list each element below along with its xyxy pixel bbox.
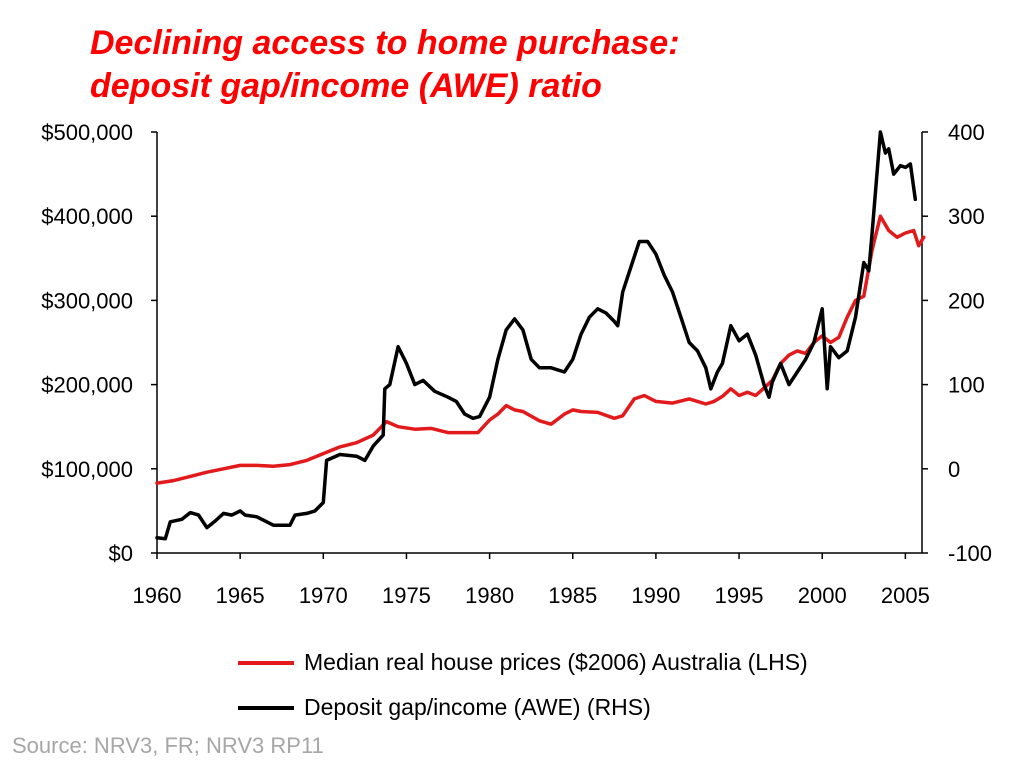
y-left-tick-label: $300,000 [41, 288, 133, 313]
legend-swatch-deposit-gap [238, 705, 294, 710]
chart-tick-labels: $0 $100,000 $200,000 $300,000 $400,000 $500,0… [41, 120, 992, 608]
y-right-tick-label: -100 [948, 541, 992, 566]
chart-title: Declining access to home purchase: depos… [90, 22, 990, 108]
line-chart: $0 $100,000 $200,000 $300,000 $400,000 $500,0… [41, 120, 992, 608]
x-tick-label: 2000 [798, 583, 847, 608]
y-right-tick-label: 400 [948, 120, 985, 145]
series-line-deposit-gap [155, 130, 918, 541]
series-line-house-prices [155, 214, 926, 485]
y-left-tick-label: $400,000 [41, 204, 133, 229]
legend-label-house-prices: Median real house prices ($2006) Austral… [304, 649, 808, 675]
source-note: Source: NRV3, FR; NRV3 RP11 [12, 733, 324, 758]
legend-label-deposit-gap: Deposit gap/income (AWE) (RHS) [304, 694, 651, 720]
x-tick-label: 1970 [299, 583, 348, 608]
legend-item-deposit-gap: Deposit gap/income (AWE) (RHS) [238, 685, 808, 730]
chart-title-line1: Declining access to home purchase: [90, 24, 680, 62]
y-right-tick-label: 200 [948, 288, 985, 313]
y-right-tick-label: 0 [948, 457, 960, 482]
x-tick-label: 1985 [548, 583, 597, 608]
x-tick-label: 1980 [465, 583, 514, 608]
x-tick-label: 1960 [133, 583, 182, 608]
x-tick-label: 1990 [631, 583, 680, 608]
x-tick-label: 2005 [881, 583, 930, 608]
y-right-tick-label: 100 [948, 373, 985, 398]
chart-title-line2: deposit gap/income (AWE) ratio [90, 67, 602, 105]
y-left-tick-label: $200,000 [41, 373, 133, 398]
legend-swatch-house-prices [238, 660, 294, 665]
y-right-tick-label: 300 [948, 204, 985, 229]
legend-item-house-prices: Median real house prices ($2006) Austral… [238, 640, 808, 685]
chart-legend: Median real house prices ($2006) Austral… [238, 640, 808, 730]
y-left-tick-label: $0 [109, 541, 133, 566]
x-tick-label: 1965 [216, 583, 265, 608]
chart-axes [151, 131, 928, 559]
y-left-tick-label: $500,000 [41, 120, 133, 145]
x-tick-label: 1995 [715, 583, 764, 608]
chart-series [155, 130, 926, 541]
y-left-tick-label: $100,000 [41, 457, 133, 482]
x-tick-label: 1975 [382, 583, 431, 608]
